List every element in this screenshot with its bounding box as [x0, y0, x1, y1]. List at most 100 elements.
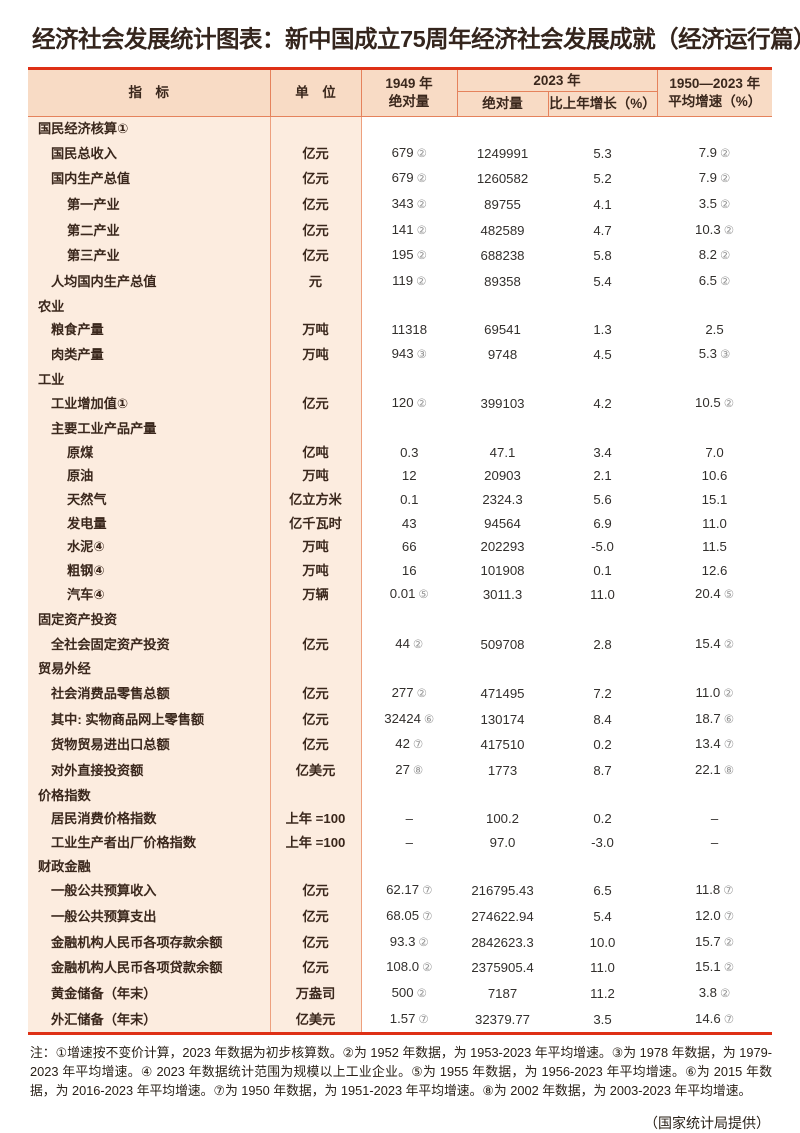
unit-cell: 亿美元: [270, 758, 362, 784]
indicator-cell: 全社会固定资产投资: [28, 631, 271, 658]
unit-cell: 亿元: [270, 140, 362, 167]
indicator-cell: 价格指数: [28, 783, 271, 808]
value-2023-cell: 417510: [457, 732, 548, 759]
unit-cell: 万吨: [270, 464, 362, 488]
indicator-cell: 国内生产总值: [28, 166, 271, 192]
growth-2023-cell: [548, 854, 658, 879]
footnote-mark: ②: [418, 936, 429, 949]
avg-growth-cell: 18.7 ⑥: [657, 706, 773, 733]
growth-2023-cell: 5.3: [548, 140, 658, 167]
unit-cell: 万吨: [270, 558, 362, 583]
footnote-mark: ②: [422, 962, 433, 975]
footnote-mark: ②: [723, 688, 734, 701]
value-1949-cell: –: [361, 831, 457, 855]
indicator-cell: 社会消费品零售总额: [28, 681, 271, 707]
value-2023-cell: 688238: [457, 243, 548, 269]
avg-growth-cell: 12.6: [657, 558, 773, 583]
value-1949-cell: 108.0 ②: [361, 955, 457, 981]
table-row: 发电量 亿千瓦时 43 94564 6.9 11.0: [28, 511, 773, 536]
footnote-mark: ②: [412, 638, 424, 651]
footnote-mark: ③: [416, 348, 427, 361]
table-row: 金融机构人民币各项存款余额 亿元 93.3 ② 2842623.3 10.0 15.7 ②: [28, 929, 773, 956]
indicator-cell: 工业增加值①: [28, 391, 271, 417]
indicator-cell: 国民总收入: [28, 140, 271, 167]
avg-growth-cell: [657, 657, 773, 682]
footnote-mark: ②: [416, 147, 427, 160]
avg-growth-cell: [657, 294, 773, 319]
value-2023-cell: 2842623.3: [457, 929, 548, 956]
table-row: 工业增加值① 亿元 120 ② 399103 4.2 10.5 ②: [28, 391, 773, 417]
unit-cell: [270, 608, 362, 632]
value-1949-cell: 12: [361, 464, 457, 488]
avg-growth-cell: –: [657, 831, 773, 855]
growth-2023-cell: 1.3: [548, 318, 658, 342]
growth-2023-cell: 3.4: [548, 440, 658, 465]
table-row: 国民总收入 亿元 679 ② 1249991 5.3 7.9 ②: [28, 140, 773, 167]
avg-growth-cell: [657, 783, 773, 808]
avg-growth-cell: 15.7 ②: [657, 929, 773, 956]
avg-growth-cell: [657, 416, 773, 441]
value-2023-cell: 130174: [457, 706, 548, 733]
value-2023-cell: [457, 294, 548, 319]
growth-2023-cell: [548, 294, 658, 319]
growth-2023-cell: 6.5: [548, 878, 658, 904]
indicator-cell: 粗钢④: [28, 558, 271, 583]
growth-2023-cell: [548, 367, 658, 392]
avg-growth-cell: 7.9 ②: [657, 166, 773, 192]
value-1949-cell: 277 ②: [361, 681, 457, 707]
footnote-mark: ⑧: [412, 765, 424, 778]
footnote-mark: ②: [723, 398, 734, 411]
value-1949-cell: 27 ⑧: [361, 758, 457, 784]
avg-growth-cell: 15.1: [657, 487, 773, 512]
indicator-cell: 汽车④: [28, 582, 271, 609]
growth-2023-cell: 5.8: [548, 243, 658, 269]
table-row: 对外直接投资额 亿美元 27 ⑧ 1773 8.7 22.1 ⑧: [28, 758, 773, 784]
unit-cell: 亿元: [270, 929, 362, 956]
value-1949-cell: 500 ②: [361, 980, 457, 1007]
value-2023-cell: [457, 608, 548, 632]
section-row: 财政金融: [28, 854, 773, 879]
table-row: 天然气 亿立方米 0.1 2324.3 5.6 15.1: [28, 487, 773, 512]
section-row: 国民经济核算①: [28, 116, 773, 141]
growth-2023-cell: 7.2: [548, 681, 658, 707]
value-2023-cell: 89358: [457, 268, 548, 295]
footnote-mark: ②: [720, 275, 731, 288]
footnote-mark: ⑦: [723, 885, 734, 898]
unit-cell: 亿元: [270, 391, 362, 417]
footnote-mark: ⑦: [723, 739, 734, 752]
indicator-cell: 原煤: [28, 440, 271, 465]
table-row: 外汇储备（年末） 亿美元 1.57 ⑦ 32379.77 3.5 14.6 ⑦: [28, 1006, 773, 1034]
avg-growth-cell: 10.5 ②: [657, 391, 773, 417]
avg-growth-cell: 7.0: [657, 440, 773, 465]
value-1949-cell: 42 ⑦: [361, 732, 457, 759]
unit-cell: 亿元: [270, 955, 362, 981]
source-credit: （国家统计局提供）: [644, 1115, 770, 1132]
growth-2023-cell: 4.5: [548, 341, 658, 368]
col-header-1949-line1: 1949 年: [385, 76, 433, 92]
value-1949-cell: 93.3 ②: [361, 929, 457, 956]
value-2023-cell: 274622.94: [457, 904, 548, 930]
table-row: 居民消费价格指数 上年 =100–100.2 0.2–: [28, 807, 773, 832]
table-row: 肉类产量 万吨 943 ③ 9748 4.5 5.3 ③: [28, 341, 773, 368]
col-header-avg-line2: 平均增速（%）: [668, 94, 762, 109]
table-row: 黄金储备（年末） 万盎司 500 ② 7187 11.2 3.8 ②: [28, 980, 773, 1007]
indicator-cell: 第三产业: [28, 243, 271, 269]
value-1949-cell: 11318: [361, 318, 457, 342]
value-2023-cell: 3011.3: [457, 582, 548, 609]
value-1949-cell: 0.3: [361, 440, 457, 465]
avg-growth-cell: 8.2 ②: [657, 243, 773, 269]
indicator-cell: 外汇储备（年末）: [28, 1006, 271, 1034]
value-1949-cell: 195 ②: [361, 243, 457, 269]
unit-cell: 亿千瓦时: [270, 511, 362, 536]
unit-cell: 万吨: [270, 341, 362, 368]
footnote-mark: ②: [416, 224, 427, 237]
section-row: 贸易外经: [28, 657, 773, 682]
growth-2023-cell: 3.5: [548, 1006, 658, 1034]
value-1949-cell: 43: [361, 511, 457, 536]
footnote-mark: ⑦: [422, 885, 433, 898]
value-2023-cell: 7187: [457, 980, 548, 1007]
footnote-mark: ⑦: [723, 1013, 734, 1026]
unit-cell: 亿元: [270, 243, 362, 269]
col-header-indicator: 指 标: [28, 68, 271, 117]
footnote-mark: ②: [416, 173, 427, 186]
